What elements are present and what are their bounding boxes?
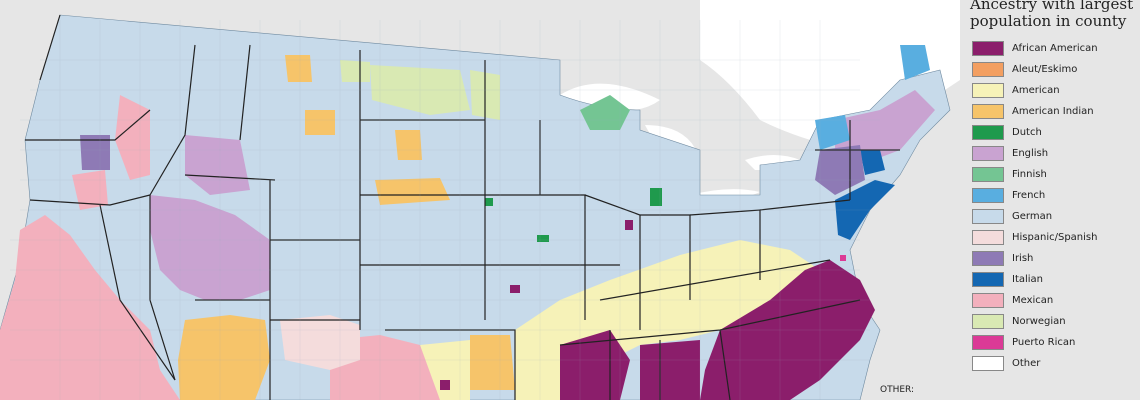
legend-swatch xyxy=(972,251,1004,266)
legend-item: Other xyxy=(972,353,1098,374)
legend-item: Mexican xyxy=(972,290,1098,311)
legend-label: American xyxy=(1012,85,1060,96)
region-amerindian-sd xyxy=(375,178,450,205)
legend-swatch xyxy=(972,167,1004,182)
legend-item: French xyxy=(972,185,1098,206)
county-texture xyxy=(10,20,900,400)
legend-swatch xyxy=(972,335,1004,350)
region-africanamerican-se xyxy=(700,260,875,400)
region-puertorican xyxy=(840,255,846,261)
region-french-vt xyxy=(815,115,850,150)
legend-label: American Indian xyxy=(1012,106,1094,117)
legend-label: German xyxy=(1012,211,1053,222)
legend-swatch xyxy=(972,356,1004,371)
legend-item: American Indian xyxy=(972,101,1098,122)
region-africanamerican-ga xyxy=(640,340,700,400)
region-dutch-mi xyxy=(650,188,662,206)
legend-item: Dutch xyxy=(972,122,1098,143)
region-irish-wa xyxy=(80,135,110,170)
legend: Ancestry with largest population in coun… xyxy=(966,0,1136,400)
legend-swatch xyxy=(972,146,1004,161)
legend-swatch xyxy=(972,209,1004,224)
legend-swatch xyxy=(972,293,1004,308)
legend-item: German xyxy=(972,206,1098,227)
legend-item: Finnish xyxy=(972,164,1098,185)
legend-label: Hispanic/Spanish xyxy=(1012,232,1098,243)
region-hispanic-nm xyxy=(280,315,360,370)
legend-label: Italian xyxy=(1012,274,1044,285)
legend-label: Other xyxy=(1012,358,1041,369)
legend-title-line1: Ancestry with largest xyxy=(970,0,1134,13)
legend-swatch xyxy=(972,104,1004,119)
legend-label: African American xyxy=(1012,43,1098,54)
legend-title-line2: population in county xyxy=(970,12,1127,30)
region-italian-ri xyxy=(860,150,885,175)
legend-items: African American Aleut/Eskimo American Amer… xyxy=(972,38,1098,374)
region-english-west xyxy=(150,195,270,300)
legend-item: English xyxy=(972,143,1098,164)
region-finnish-up xyxy=(580,95,630,130)
region-amerindian-mt xyxy=(285,55,312,82)
legend-item: Irish xyxy=(972,248,1098,269)
legend-item: Aleut/Eskimo xyxy=(972,59,1098,80)
region-dutch-ia xyxy=(537,235,549,242)
legend-swatch xyxy=(972,62,1004,77)
region-american-tx xyxy=(420,340,470,400)
region-mexican-or xyxy=(72,170,108,210)
region-amerindian-az xyxy=(178,315,270,400)
region-norwegian-nd xyxy=(370,65,470,115)
legend-item: Hispanic/Spanish xyxy=(972,227,1098,248)
legend-item: African American xyxy=(972,38,1098,59)
legend-swatch xyxy=(972,125,1004,140)
region-amerindian-nd xyxy=(395,130,422,160)
legend-item: Puerto Rican xyxy=(972,332,1098,353)
legend-label: Norwegian xyxy=(1012,316,1066,327)
region-french-me xyxy=(900,45,930,80)
legend-swatch xyxy=(972,188,1004,203)
legend-swatch xyxy=(972,272,1004,287)
legend-label: French xyxy=(1012,190,1046,201)
region-africanamerican-ms xyxy=(560,330,630,400)
region-dutch-sd xyxy=(485,198,493,206)
legend-item: Norwegian xyxy=(972,311,1098,332)
region-amerindian-ok xyxy=(470,335,515,390)
region-norwegian-mt xyxy=(340,60,370,82)
legend-label: Finnish xyxy=(1012,169,1047,180)
legend-item: American xyxy=(972,80,1098,101)
legend-swatch xyxy=(972,314,1004,329)
region-mexican-wa xyxy=(115,95,150,180)
legend-item: Italian xyxy=(972,269,1098,290)
legend-swatch xyxy=(972,41,1004,56)
legend-swatch xyxy=(972,230,1004,245)
legend-swatch xyxy=(972,83,1004,98)
region-amerindian-mt2 xyxy=(305,110,335,135)
legend-label: Irish xyxy=(1012,253,1034,264)
region-english-id xyxy=(185,135,250,195)
legend-label: Mexican xyxy=(1012,295,1054,306)
legend-title: Ancestry with largest population in coun… xyxy=(970,0,1140,30)
legend-label: English xyxy=(1012,148,1049,159)
state-borders xyxy=(25,14,900,400)
other-note: OTHER: xyxy=(880,385,915,395)
legend-label: Puerto Rican xyxy=(1012,337,1076,348)
region-irish-ne xyxy=(815,145,865,195)
legend-label: Aleut/Eskimo xyxy=(1012,64,1078,75)
legend-label: Dutch xyxy=(1012,127,1042,138)
region-mexican-ca xyxy=(0,215,180,400)
